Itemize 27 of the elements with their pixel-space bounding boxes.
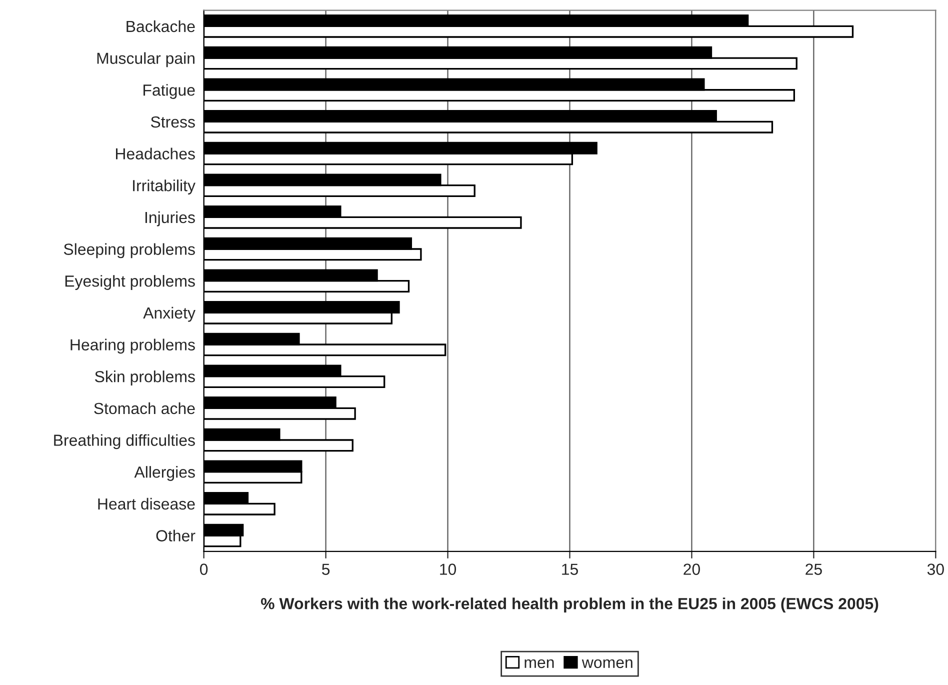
x-tick-label: 5 [322,564,330,575]
y-tick-label: Heart disease [98,498,195,510]
y-tick-label: Headaches [116,148,195,160]
x-tick-label: 15 [562,564,578,575]
x-tick-label: 30 [927,564,944,575]
x-tick-label: 25 [806,564,822,575]
y-tick-label: Backache [126,20,195,32]
y-tick-label: Irritability [133,180,196,194]
x-tick-label: 0 [200,564,208,575]
y-tick-label: Stomach ache [94,402,195,414]
y-tick-label: Sleeping problems [64,243,195,258]
y-tick-label: Fatigue [144,84,195,99]
x-tick-label: 10 [440,564,456,575]
legend-label: women [582,659,632,668]
y-tick-label: Allergies [134,466,195,481]
x-axis-title: % Workers with the work-related health problem in the EU25 in 2005 (EWCS 2005) [260,598,878,612]
y-tick-label: Injuries [145,211,195,226]
y-tick-label: Stress [150,116,195,128]
x-tick-label: 20 [684,564,700,575]
y-tick-label: Breathing difficulties [54,434,195,450]
y-tick-label: Muscular pain [97,52,194,68]
y-tick-label: Anxiety [143,306,196,322]
y-tick-label: Other [156,530,196,542]
y-tick-label: Skin problems [95,370,195,386]
y-tick-label: Hearing problems [70,338,195,354]
y-tick-label: Eyesight problems [65,275,195,290]
legend-label: men [524,659,554,668]
